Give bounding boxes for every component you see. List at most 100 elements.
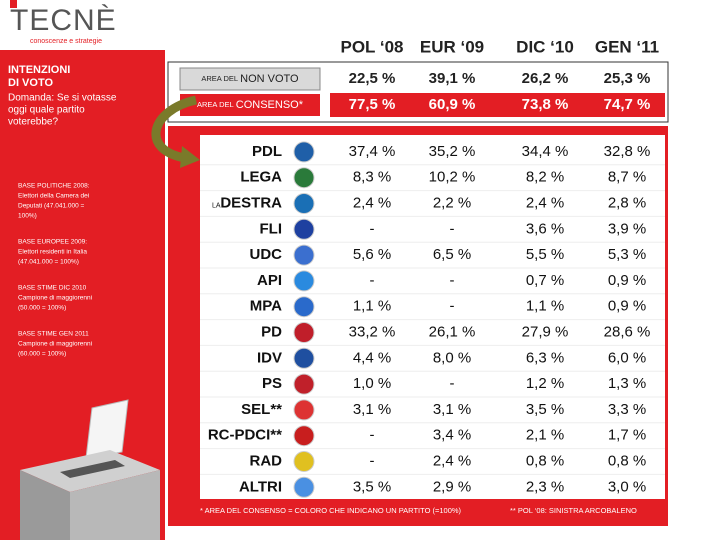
party-value: 26,1 % <box>429 323 476 340</box>
arrow-head <box>180 146 200 168</box>
footnote: * AREA DEL CONSENSO = COLORO CHE INDICAN… <box>200 506 462 515</box>
party-name: DESTRA <box>220 194 282 211</box>
party-value: 2,1 % <box>526 427 564 444</box>
party-value: 3,0 % <box>608 478 646 495</box>
party-value: 6,0 % <box>608 349 646 366</box>
note-line: Deputati (47.041.000 = <box>18 203 85 210</box>
party-value: 2,8 % <box>608 194 646 211</box>
party-value: 3,5 % <box>353 478 391 495</box>
party-value: 3,1 % <box>353 401 391 418</box>
party-value: 35,2 % <box>429 143 476 160</box>
party-value: - <box>370 452 375 469</box>
party-value: 3,6 % <box>526 220 564 237</box>
party-logo <box>293 451 315 472</box>
party-value: 5,6 % <box>353 246 391 263</box>
note-line: Elettori residenti in Italia <box>18 249 87 256</box>
party-value: 0,8 % <box>608 452 646 469</box>
party-logo <box>293 296 315 318</box>
ballot-box <box>20 399 160 540</box>
party-value: - <box>450 298 455 315</box>
column-header: EUR ‘09 <box>420 37 484 56</box>
party-value: - <box>450 272 455 289</box>
note-heading: BASE STIME GEN 2011 <box>18 331 89 338</box>
party-name: RAD <box>250 452 283 469</box>
party-prefix: LA <box>212 202 221 209</box>
summary-value: 74,7 % <box>604 96 651 113</box>
party-name: PDL <box>252 143 282 160</box>
party-value: 1,1 % <box>526 298 564 315</box>
party-value: 32,8 % <box>604 143 651 160</box>
party-value: 0,9 % <box>608 272 646 289</box>
party-logo <box>293 193 315 214</box>
logo-accent <box>10 0 17 8</box>
party-value: 37,4 % <box>349 143 396 160</box>
party-value: 2,9 % <box>433 478 471 495</box>
party-value: 3,5 % <box>526 401 564 418</box>
party-name: IDV <box>257 349 282 366</box>
sidebar-question: Domanda: Se si votasse <box>8 93 117 104</box>
party-value: - <box>370 220 375 237</box>
party-value: 6,3 % <box>526 349 564 366</box>
summary-value: 26,2 % <box>522 70 569 87</box>
party-value: 6,5 % <box>433 246 471 263</box>
party-value: - <box>450 375 455 392</box>
party-value: 5,3 % <box>608 246 646 263</box>
party-name: UDC <box>250 246 283 263</box>
column-header: DIC ‘10 <box>516 37 574 56</box>
column-header: POL ‘08 <box>341 37 404 56</box>
table-bg <box>200 135 665 499</box>
summary-label: AREA DEL CONSENSO* <box>197 99 304 111</box>
note-line: Campione di maggiorenni <box>18 295 92 302</box>
party-value: 1,2 % <box>526 375 564 392</box>
summary-value: 73,8 % <box>522 96 569 113</box>
party-value: 2,4 % <box>433 452 471 469</box>
summary-value: 39,1 % <box>429 70 476 87</box>
party-value: 8,7 % <box>608 169 646 186</box>
party-logo <box>293 476 315 498</box>
party-logo <box>293 141 315 163</box>
note-line: (60.000 = 100%) <box>18 351 66 358</box>
sidebar-title: DI VOTO <box>8 77 53 89</box>
party-value: 27,9 % <box>522 323 569 340</box>
party-name: ALTRI <box>239 478 282 495</box>
party-name: PS <box>262 375 282 392</box>
party-value: - <box>370 427 375 444</box>
party-value: 0,7 % <box>526 272 564 289</box>
party-value: 8,2 % <box>526 169 564 186</box>
party-value: 33,2 % <box>349 323 396 340</box>
logo-tagline: conoscenze e strategie <box>30 38 102 45</box>
table: POL ‘08 EUR ‘09 DIC ‘10 GEN ‘11 AREA DEL NON… <box>197 37 665 515</box>
summary-prefix: AREA DEL <box>201 74 238 83</box>
party-name: API <box>257 272 282 289</box>
party-value: 0,9 % <box>608 298 646 315</box>
note-line: Campione di maggiorenni <box>18 341 92 348</box>
party-name: LEGA <box>240 169 282 186</box>
note-line: (47.041.000 = 100%) <box>18 259 79 266</box>
summary-name: CONSENSO* <box>236 99 304 111</box>
summary-name: NON VOTO <box>240 73 299 85</box>
party-value: 34,4 % <box>522 143 569 160</box>
party-logo <box>293 218 315 240</box>
party-value: 0,8 % <box>526 452 564 469</box>
note-line: (50.000 = 100%) <box>18 305 66 312</box>
arrow <box>151 95 198 163</box>
party-value: 3,3 % <box>608 401 646 418</box>
party-name: MPA <box>250 298 282 315</box>
party-name: SEL** <box>241 401 282 418</box>
summary-value: 77,5 % <box>349 96 396 113</box>
party-name: PD <box>261 323 282 340</box>
summary-value: 25,3 % <box>604 70 651 87</box>
party-value: 5,5 % <box>526 246 564 263</box>
note-heading: BASE POLITICHE 2008: <box>18 183 90 190</box>
party-value: - <box>370 272 375 289</box>
party-value: 3,4 % <box>433 427 471 444</box>
note-line: 100%) <box>18 213 37 220</box>
sidebar-title: INTENZIONI <box>8 64 70 76</box>
summary-label-box <box>179 67 321 91</box>
column-header: GEN ‘11 <box>595 37 659 56</box>
party-value: 1,3 % <box>608 375 646 392</box>
party-value: 3,1 % <box>433 401 471 418</box>
note-line: Elettori della Camera dei <box>18 193 89 200</box>
party-name: FLI <box>260 220 283 237</box>
